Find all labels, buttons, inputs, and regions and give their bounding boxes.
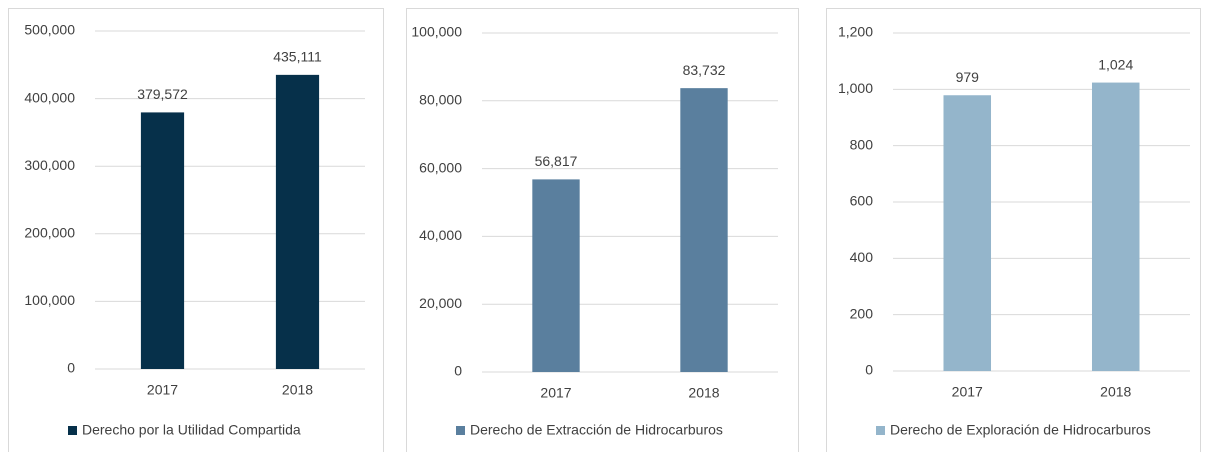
y-tick-label: 200: [850, 305, 874, 321]
legend-label: Derecho de Extracción de Hidrocarburos: [470, 422, 723, 438]
legend-swatch: [68, 426, 77, 435]
legend-swatch: [456, 426, 465, 435]
y-tick-label: 100,000: [24, 292, 75, 308]
y-tick-label: 300,000: [24, 157, 75, 173]
y-tick-label: 20,000: [419, 295, 462, 311]
bar: [532, 179, 580, 372]
y-tick-label: 600: [850, 193, 874, 209]
x-tick-label: 2017: [147, 382, 178, 398]
value-label: 83,732: [683, 62, 726, 78]
legend-label: Derecho por la Utilidad Compartida: [82, 422, 301, 438]
y-tick-label: 0: [454, 363, 462, 379]
value-label: 1,024: [1098, 56, 1133, 72]
x-tick-label: 2018: [282, 382, 313, 398]
x-tick-label: 2017: [952, 384, 983, 400]
bar: [140, 112, 185, 369]
y-tick-label: 1,200: [838, 24, 873, 40]
value-label: 56,817: [535, 153, 578, 169]
x-tick-label: 2017: [540, 385, 571, 401]
panel: [8, 8, 384, 452]
y-tick-label: 80,000: [419, 92, 462, 108]
y-tick-label: 0: [67, 360, 75, 376]
y-tick-label: 400,000: [24, 89, 75, 105]
legend-swatch: [876, 426, 885, 435]
legend-label: Derecho de Exploración de Hidrocarburos: [890, 422, 1151, 438]
value-label: 979: [956, 69, 980, 85]
value-label: 435,111: [273, 49, 322, 65]
panel: [406, 8, 799, 452]
bar: [943, 95, 992, 371]
x-tick-label: 2018: [1100, 384, 1131, 400]
x-tick-label: 2018: [688, 385, 719, 401]
y-tick-label: 500,000: [24, 22, 75, 38]
y-tick-label: 1,000: [838, 80, 873, 96]
y-tick-label: 40,000: [419, 227, 462, 243]
bar: [680, 88, 728, 372]
y-tick-label: 60,000: [419, 159, 462, 175]
y-tick-label: 400: [850, 249, 874, 265]
bar: [275, 74, 320, 370]
y-tick-label: 100,000: [411, 24, 462, 40]
value-label: 379,572: [137, 86, 188, 102]
y-tick-label: 0: [865, 362, 873, 378]
bar: [1091, 82, 1140, 371]
panel: [826, 8, 1201, 452]
y-tick-label: 200,000: [24, 225, 75, 241]
y-tick-label: 800: [850, 136, 874, 152]
